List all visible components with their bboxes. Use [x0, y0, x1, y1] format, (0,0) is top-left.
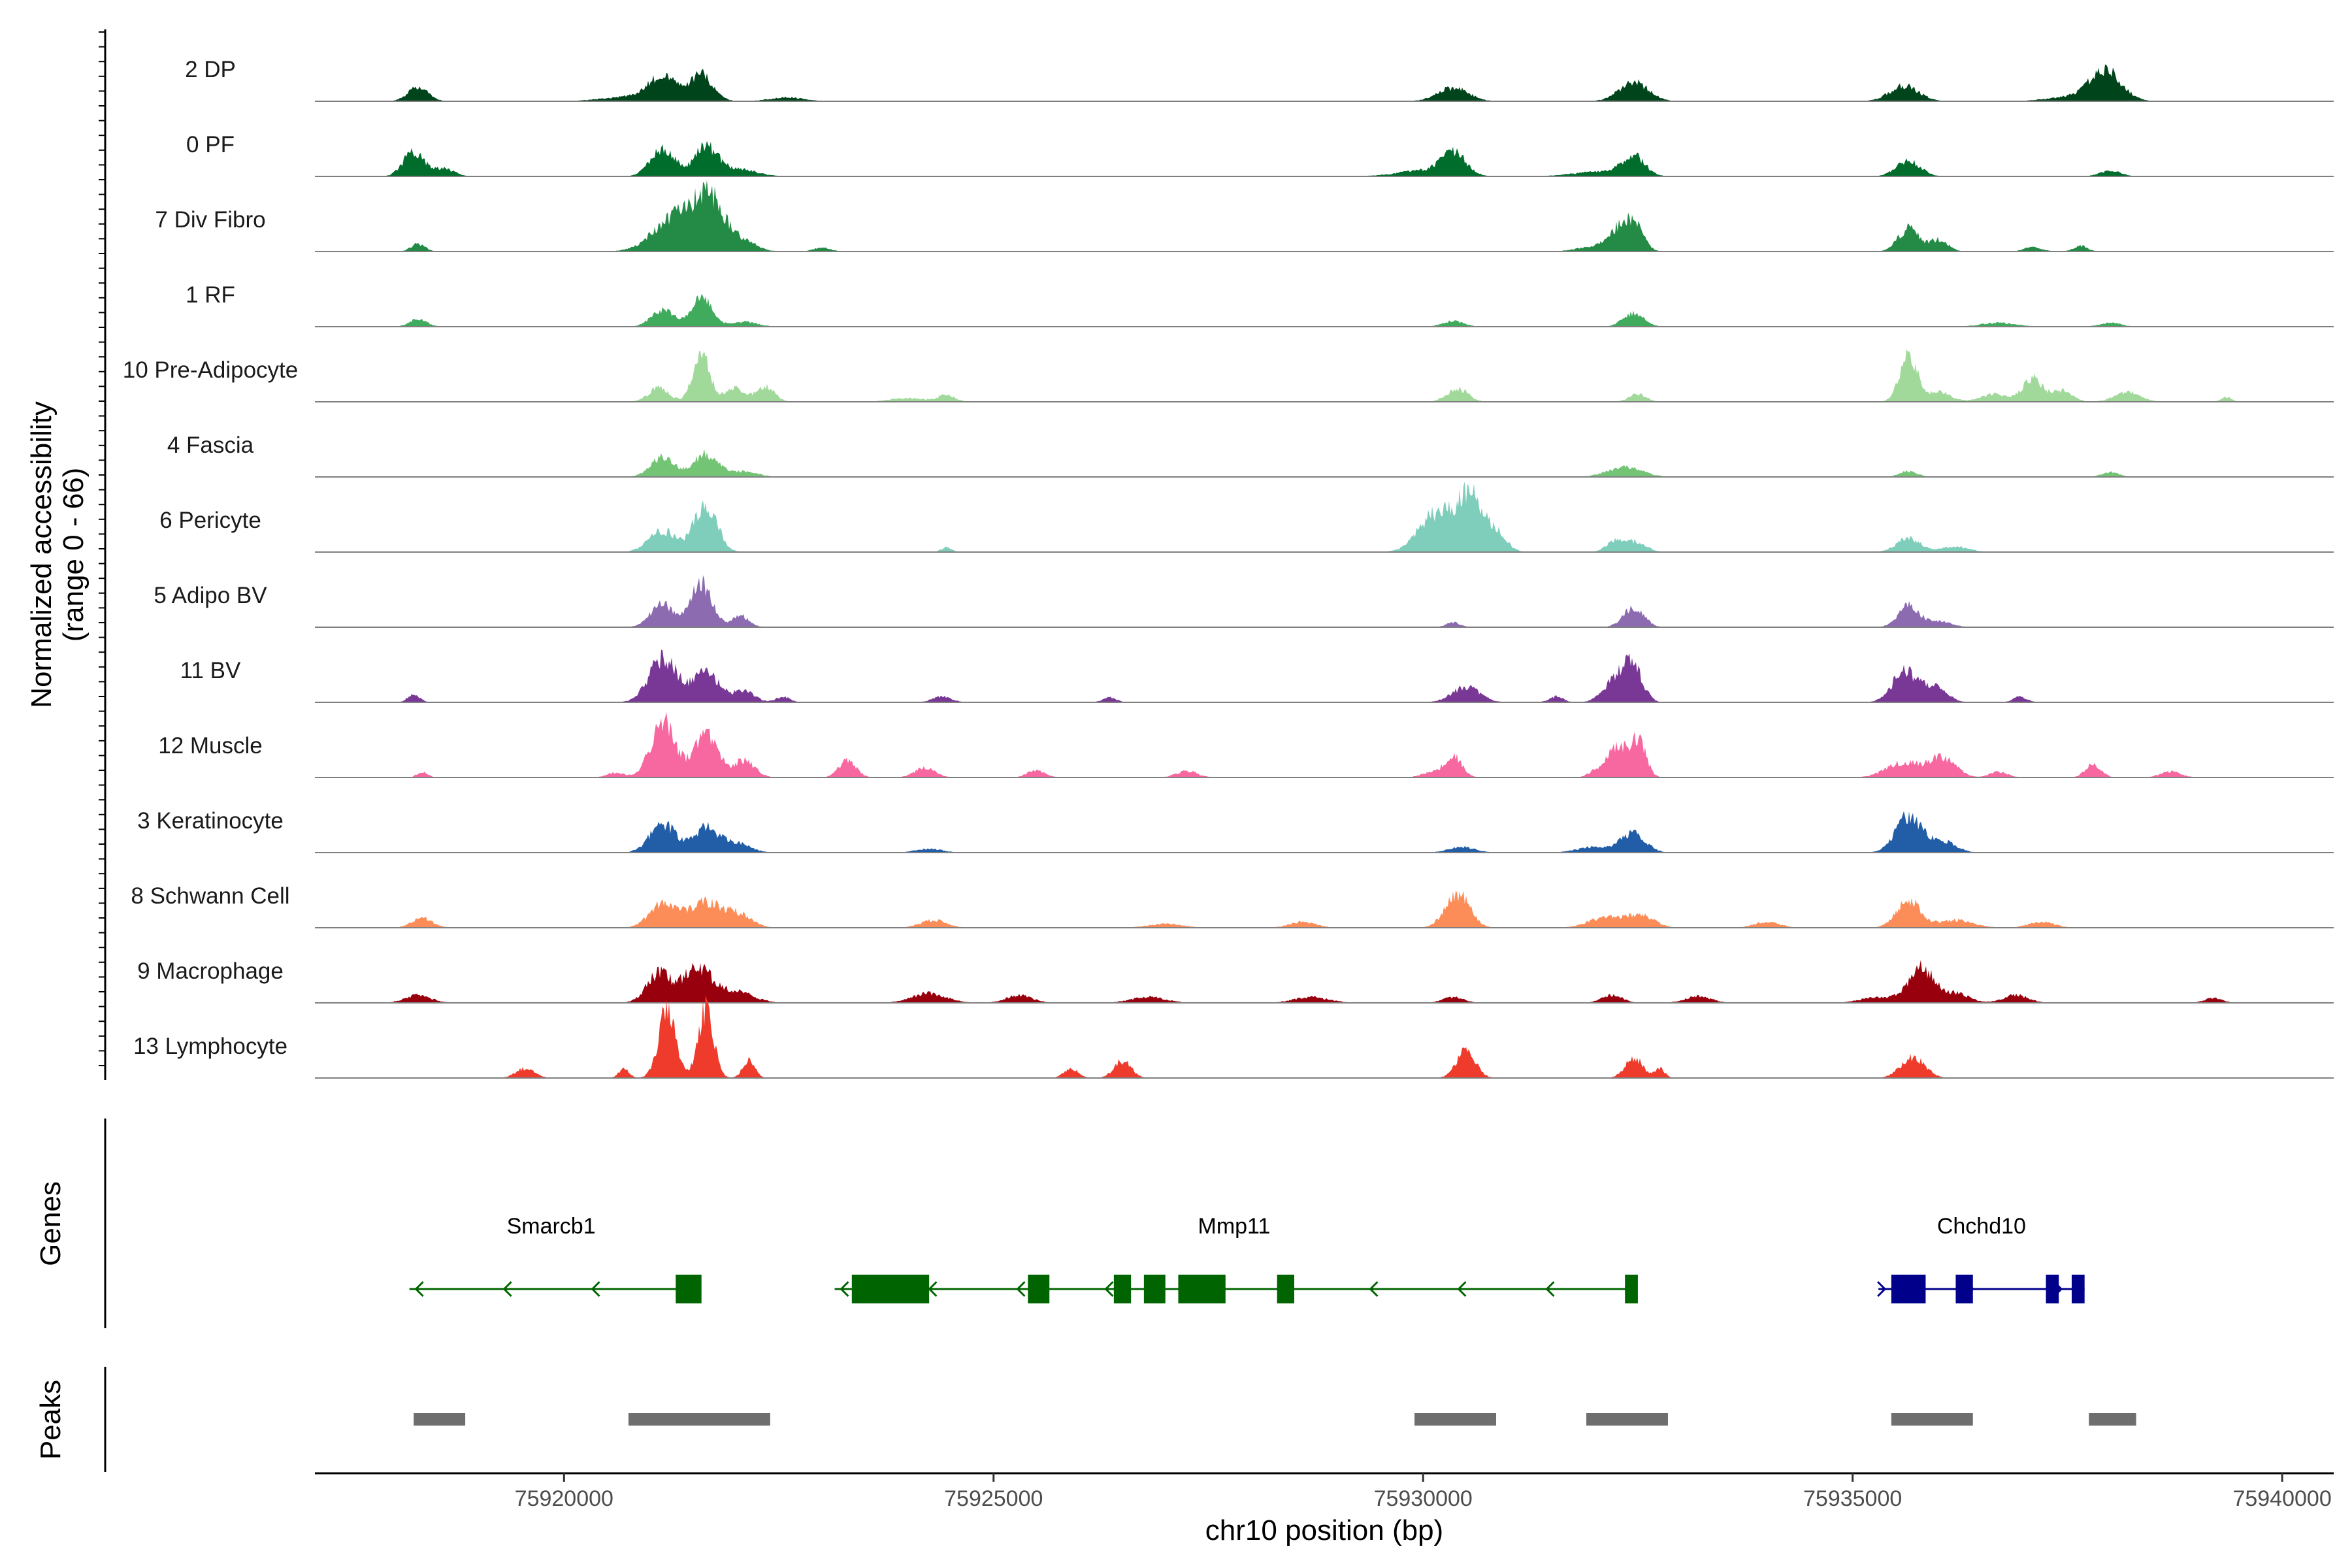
track-label: 9 Macrophage [137, 958, 284, 984]
strand-arrow [1457, 1281, 1467, 1298]
track-10-pre-adipocyte: 10 Pre-Adipocyte [123, 349, 2334, 402]
coverage-area [315, 140, 2334, 176]
gene-label: Smarcb1 [507, 1214, 596, 1239]
x-tick-label: 75930000 [1374, 1486, 1473, 1511]
track-3-keratinocyte: 3 Keratinocyte [137, 808, 2334, 853]
exon [1891, 1275, 1926, 1303]
track-1-rf: 1 RF [186, 282, 2334, 327]
peak-region [1586, 1413, 1668, 1426]
coverage-area [315, 482, 2334, 552]
coverage-area [315, 449, 2334, 477]
track-label: 13 Lymphocyte [133, 1034, 287, 1059]
exon [1028, 1275, 1050, 1303]
x-tick-label: 75925000 [944, 1486, 1043, 1511]
exon [1625, 1275, 1638, 1303]
coverage-area [315, 575, 2334, 627]
strand-arrow [502, 1281, 512, 1298]
track-label: 7 Div Fibro [155, 207, 265, 233]
track-13-lymphocyte: 13 Lymphocyte [133, 995, 2334, 1079]
strand-arrow [1545, 1281, 1555, 1298]
track-label: 4 Fascia [167, 433, 254, 458]
x-tick-label: 75940000 [2232, 1486, 2331, 1511]
peak-region [628, 1413, 770, 1426]
exon [1277, 1275, 1294, 1303]
exon [1143, 1275, 1166, 1303]
exon [676, 1275, 702, 1303]
gene-label: Chchd10 [1937, 1214, 2026, 1239]
strand-arrow [1104, 1281, 1114, 1298]
track-label: 3 Keratinocyte [137, 808, 284, 834]
peaks-panel [104, 1367, 2136, 1472]
coverage-area [315, 711, 2334, 777]
strand-arrow [1369, 1281, 1379, 1298]
track-8-schwann-cell: 8 Schwann Cell [131, 883, 2334, 928]
track-2-dp: 2 DP [185, 57, 2334, 102]
coverage-tracks: 2 DP 0 PF 7 Div Fibro 1 RF 10 Pre-Adipocyte 4… [123, 57, 2334, 1079]
track-6-pericyte: 6 Pericyte [159, 482, 2334, 553]
track-label: 2 DP [185, 57, 236, 82]
strand-arrow [1016, 1281, 1026, 1298]
coverage-area [315, 649, 2334, 702]
coverage-area [315, 349, 2334, 402]
strand-arrow [1877, 1281, 1887, 1298]
strand-arrow [928, 1281, 938, 1298]
coverage-area [315, 890, 2334, 928]
track-label: 6 Pericyte [159, 508, 261, 533]
exon [2046, 1275, 2059, 1303]
gene-chchd10: Chchd10 [1877, 1214, 2085, 1303]
y-axis-range: (range 0 - 66) [57, 468, 90, 642]
strand-arrow [840, 1281, 849, 1298]
track-4-fascia: 4 Fascia [167, 433, 2334, 478]
track-label: 1 RF [186, 282, 235, 308]
gene-mmp11: Mmp11 [834, 1214, 1638, 1303]
peak-region [1414, 1413, 1496, 1426]
coverage-area [315, 64, 2334, 101]
track-12-muscle: 12 Muscle [158, 711, 2334, 778]
track-0-pf: 0 PF [186, 132, 2334, 177]
x-axis-title: chr10 position (bp) [1205, 1514, 1443, 1546]
coverage-area [315, 995, 2334, 1078]
track-label: 12 Muscle [158, 733, 263, 759]
x-tick-label: 75920000 [515, 1486, 613, 1511]
x-axis: 75920000 75925000 75930000 75935000 75940000 [315, 1472, 2334, 1511]
coverage-area [315, 180, 2334, 252]
coverage-area [315, 960, 2334, 1003]
coverage-area [315, 293, 2334, 327]
peak-region [2089, 1413, 2136, 1426]
track-label: 5 Adipo BV [154, 583, 267, 608]
exon [851, 1275, 930, 1303]
coverage-area [315, 811, 2334, 853]
strand-arrow [591, 1281, 600, 1298]
gene-label: Mmp11 [1198, 1214, 1271, 1239]
track-label: 0 PF [186, 132, 235, 157]
genes-panel: Smarcb1 Mmp11 Chchd10 [104, 1119, 2085, 1328]
gene-smarcb1: Smarcb1 [409, 1214, 702, 1303]
exon [1178, 1275, 1226, 1303]
track-label: 11 BV [180, 658, 241, 683]
strand-arrow [414, 1281, 424, 1298]
y-axis-title: Normalized accessibility [25, 401, 57, 708]
accessibility-axis [99, 29, 106, 1080]
track-label: 8 Schwann Cell [131, 883, 289, 909]
peak-region [1891, 1413, 1973, 1426]
genes-panel-label: Genes [35, 1181, 67, 1266]
exon [1955, 1275, 1973, 1303]
exon [2071, 1275, 2085, 1303]
track-5-adipo-bv: 5 Adipo BV [154, 575, 2334, 628]
peak-region [414, 1413, 466, 1426]
track-7-div-fibro: 7 Div Fibro [155, 180, 2334, 252]
x-tick-label: 75935000 [1803, 1486, 1902, 1511]
track-label: 10 Pre-Adipocyte [123, 357, 298, 383]
track-11-bv: 11 BV [180, 649, 2334, 703]
exon [1113, 1275, 1132, 1303]
peaks-panel-label: Peaks [35, 1380, 67, 1460]
track-9-macrophage: 9 Macrophage [137, 958, 2334, 1004]
